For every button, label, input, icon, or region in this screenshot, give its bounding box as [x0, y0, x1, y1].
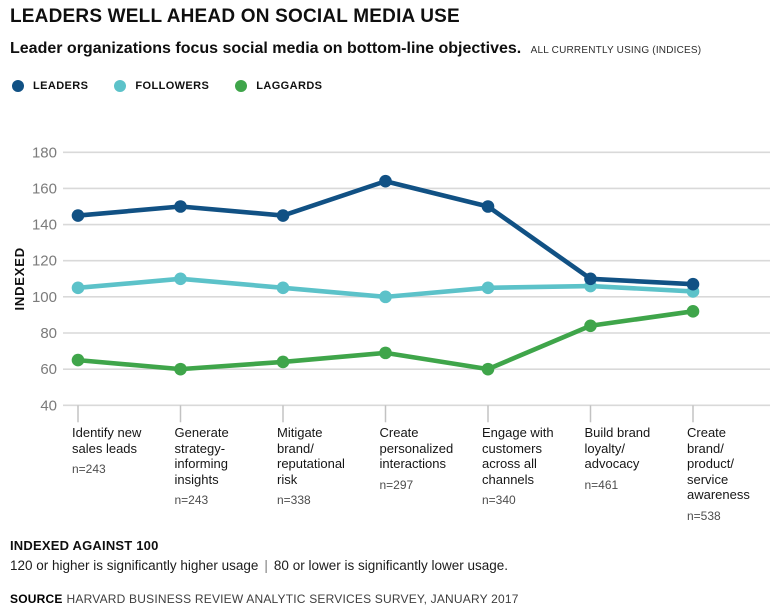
footnote-body: 120 or higher is significantly higher us… [10, 558, 508, 573]
page-title: LEADERS WELL AHEAD ON SOCIAL MEDIA USE [10, 6, 460, 27]
sample-size: n=243 [174, 493, 209, 507]
y-tick-label-160: 160 [32, 180, 57, 197]
chart-legend: LEADERS FOLLOWERS LAGGARDS [12, 80, 322, 92]
category-label: Mitigate brand/​reputational risk [277, 425, 345, 487]
x-category-6: Create brand/​product/​service awareness… [687, 425, 759, 524]
sample-size: n=538 [687, 508, 721, 523]
data-point-followers-0 [71, 281, 85, 295]
series-line-leaders [75, 178, 696, 287]
data-point-laggards-5 [584, 319, 597, 333]
y-tick-label-100: 100 [32, 289, 57, 306]
chart-subtitle: Leader organizations focus social media … [10, 40, 522, 57]
category-label: Build brand loyalty/​advocacy [584, 425, 651, 471]
data-point-laggards-0 [71, 353, 85, 367]
footnote-left: 120 or higher is significantly higher us… [10, 558, 259, 573]
legend-dot-leaders [12, 80, 24, 92]
legend-label: FOLLOWERS [135, 80, 210, 92]
sample-size: n=461 [584, 477, 619, 492]
subtitle-row: Leader organizations focus social media … [10, 40, 701, 58]
sample-size: n=338 [277, 493, 311, 507]
x-category-4: Engage with customers across all channel… [482, 425, 554, 509]
data-point-laggards-4 [481, 362, 495, 376]
data-point-leaders-6 [686, 277, 700, 291]
x-category-1: Generate strategy-informing insights n=24… [175, 425, 247, 509]
source-text: HARVARD BUSINESS REVIEW ANALYTIC SERVICE… [66, 592, 519, 606]
sample-size: n=297 [379, 477, 414, 492]
footnote-title: INDEXED AGAINST 100 [10, 538, 159, 553]
y-tick-label-120: 120 [32, 253, 57, 270]
footnote-separator: | [264, 558, 268, 573]
legend-dot-laggards [235, 80, 248, 92]
legend-item-leaders: LEADERS [12, 80, 88, 92]
sample-size: n=243 [72, 462, 106, 476]
data-point-leaders-3 [379, 174, 392, 188]
data-point-laggards-2 [276, 355, 290, 369]
y-tick-label-80: 80 [40, 325, 57, 342]
data-point-leaders-1 [174, 200, 187, 213]
y-tick-label-40: 40 [40, 397, 57, 414]
category-label: Create personalized interactions [379, 425, 454, 471]
data-point-followers-1 [174, 272, 187, 286]
y-axis-title: INDEXED [12, 247, 27, 310]
data-point-followers-3 [379, 290, 392, 304]
footnote-right: 80 or lower is significantly lower usage… [273, 558, 509, 573]
sample-size: n=340 [482, 493, 516, 507]
y-tick-label-60: 60 [40, 361, 57, 378]
data-point-laggards-1 [174, 362, 187, 376]
category-label: Engage with customers across all channel… [482, 425, 554, 487]
data-point-leaders-0 [71, 209, 85, 222]
x-category-5: Build brand loyalty/​advocacy n=461 [585, 425, 657, 493]
legend-item-laggards: LAGGARDS [235, 80, 322, 92]
data-point-leaders-5 [584, 272, 597, 286]
legend-dot-followers [114, 80, 127, 92]
x-category-3: Create personalized interactions n=297 [379, 425, 454, 493]
data-point-followers-4 [481, 281, 495, 295]
data-point-leaders-2 [276, 209, 290, 222]
source-label: SOURCE [10, 592, 63, 606]
x-category-2: Mitigate brand/​reputational risk n=338 [277, 425, 349, 509]
data-point-laggards-6 [686, 305, 700, 318]
chart-svg: 180 160 140 120 100 80 60 40 INDEXED [12, 144, 770, 423]
data-point-leaders-4 [481, 200, 495, 213]
y-tick-label-180: 180 [32, 144, 57, 161]
chart-annotation: ALL CURRENTLY USING (INDICES) [530, 45, 702, 56]
legend-label: LEADERS [33, 80, 89, 92]
series-line-laggards [75, 309, 696, 372]
legend-label: LAGGARDS [256, 80, 323, 92]
data-point-laggards-3 [379, 346, 392, 360]
y-tick-label-140: 140 [32, 217, 57, 234]
legend-item-followers: FOLLOWERS [114, 80, 209, 92]
source-line: SOURCE HARVARD BUSINESS REVIEW ANALYTIC S… [10, 592, 519, 606]
category-label: Create brand/​product/​service awareness [687, 425, 750, 502]
category-label: Generate strategy-informing insights [174, 425, 229, 487]
data-point-followers-2 [276, 281, 290, 295]
x-category-0: Identify new sales leads n=243 [72, 425, 144, 478]
